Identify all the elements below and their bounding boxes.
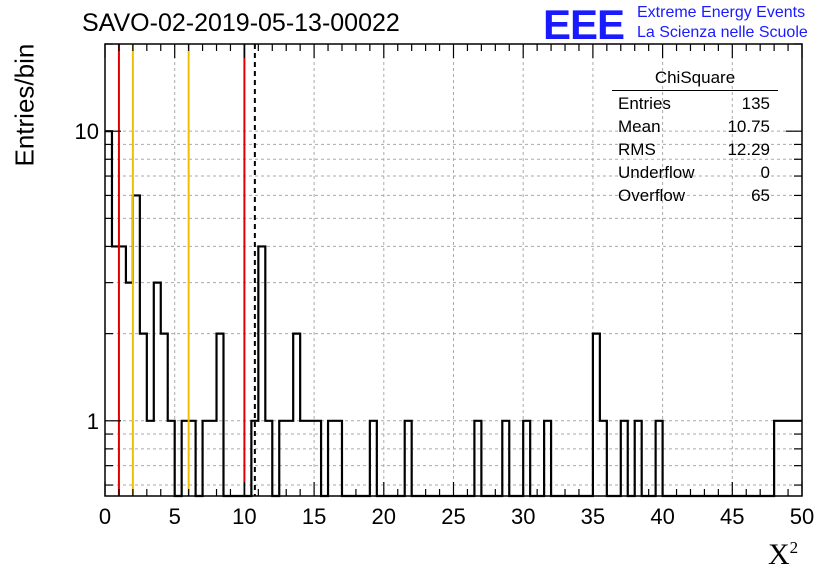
x-axis-label: X2	[768, 538, 799, 571]
stats-row-overflow: Overflow 65	[612, 186, 778, 209]
stats-value: 65	[751, 186, 770, 205]
logo-caption-line1: Extreme Energy Events	[637, 4, 806, 21]
stats-row-rms: RMS 12.29	[612, 140, 778, 163]
stats-value: 135	[741, 94, 770, 113]
x-tick-label: 5	[169, 504, 181, 529]
stats-value: 10.75	[727, 117, 770, 136]
x-tick-label: 30	[511, 504, 535, 529]
x-tick-label: 40	[650, 504, 674, 529]
x-tick-label: 50	[790, 504, 814, 529]
stats-label: Mean	[618, 117, 661, 136]
eee-logo: EEE	[543, 1, 625, 48]
y-tick-label: 10	[75, 119, 99, 144]
histogram-title: SAVO-02-2019-05-13-00022	[82, 9, 400, 37]
x-tick-label: 10	[232, 504, 256, 529]
stats-box: ChiSquare Entries 135 Mean 10.75 RMS 12.…	[612, 68, 778, 209]
stats-value: 12.29	[727, 140, 770, 159]
y-tick-label: 1	[87, 409, 99, 434]
x-tick-label: 45	[720, 504, 744, 529]
x-tick-label: 35	[581, 504, 605, 529]
stats-row-underflow: Underflow 0	[612, 163, 778, 186]
stats-label: Overflow	[618, 186, 686, 205]
stats-row-entries: Entries 135	[612, 94, 778, 117]
stats-row-mean: Mean 10.75	[612, 117, 778, 140]
x-tick-label: 25	[441, 504, 465, 529]
stats-header: ChiSquare	[612, 68, 778, 91]
stats-label: RMS	[618, 140, 656, 159]
stats-label: Underflow	[618, 163, 695, 182]
logo-caption-line2: La Scienza nelle Scuole	[637, 24, 808, 41]
stats-value: 0	[760, 163, 770, 182]
x-tick-label: 15	[302, 504, 326, 529]
stats-label: Entries	[618, 94, 671, 113]
y-axis-label: Entries/bin	[9, 43, 40, 167]
x-tick-label: 20	[372, 504, 396, 529]
x-tick-label: 0	[99, 504, 111, 529]
